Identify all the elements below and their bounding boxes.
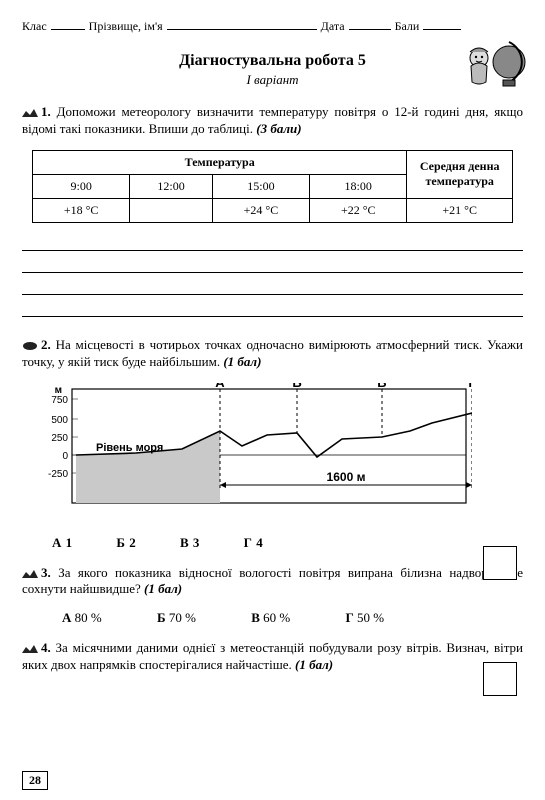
- pt-label: В: [377, 383, 386, 390]
- task-2: 2. На місцевості в чотирьох точках одноч…: [22, 337, 523, 371]
- globe-decoration-icon: [459, 36, 529, 92]
- opt[interactable]: Г 50 %: [345, 610, 410, 626]
- task2-options: А 1 Б 2 В 3 Г 4: [52, 535, 523, 551]
- opt[interactable]: В 3: [180, 535, 200, 551]
- task-num: 2.: [41, 337, 51, 352]
- score-label: Бали: [395, 19, 420, 34]
- time-cell: 12:00: [130, 174, 212, 198]
- task-points: (1 бал): [223, 354, 261, 369]
- val-cell-input[interactable]: [130, 198, 212, 222]
- task-icon: [22, 107, 38, 119]
- time-cell: 18:00: [310, 174, 407, 198]
- task3-options: А 80 % Б 70 % В 60 % Г 50 %: [62, 610, 523, 626]
- ytick: -250: [48, 469, 68, 480]
- page-title: Діагностувальна робота 5: [22, 52, 523, 70]
- th-avg-l2: температура: [425, 174, 493, 188]
- answer-lines[interactable]: [22, 233, 523, 317]
- th-avg: Середня денна температура: [407, 150, 513, 198]
- ytick: 250: [51, 433, 68, 444]
- task-text: За якого показника відносної вологості п…: [22, 565, 523, 597]
- answer-box-2[interactable]: [483, 546, 517, 580]
- name-label: Прізвище, ім'я: [89, 19, 163, 34]
- task-3: 3. За якого показника відносної вологост…: [22, 565, 523, 599]
- ytick: 500: [51, 415, 68, 426]
- val-cell: +24 °C: [212, 198, 309, 222]
- date-label: Дата: [321, 19, 345, 34]
- elevation-chart: 750 500 250 0 -250 м Рівень моря: [32, 383, 523, 527]
- opt[interactable]: Г 4: [244, 535, 264, 551]
- pt-label: А: [215, 383, 225, 390]
- title-block: Діагностувальна робота 5 І варіант: [22, 52, 523, 88]
- task-text: На місцевості в чотирьох точках одночасн…: [22, 337, 523, 369]
- dist-label: 1600 м: [327, 470, 366, 484]
- temperature-table: Температура Середня денна температура 9:…: [32, 150, 513, 223]
- ytick: 750: [51, 395, 68, 406]
- opt[interactable]: Б 2: [116, 535, 136, 551]
- task-points: (1 бал): [295, 657, 333, 672]
- header-form: Клас Прізвище, ім'я Дата Бали: [22, 18, 523, 34]
- th-temp: Температура: [33, 150, 407, 174]
- opt[interactable]: А 80 %: [62, 610, 128, 626]
- page-subtitle: І варіант: [22, 72, 523, 88]
- task-icon: [22, 340, 38, 352]
- class-label: Клас: [22, 19, 47, 34]
- answer-box-3[interactable]: [483, 662, 517, 696]
- opt[interactable]: Б 70 %: [157, 610, 222, 626]
- pt-label: Б: [292, 383, 301, 390]
- val-cell: +18 °C: [33, 198, 130, 222]
- page-number: 28: [22, 771, 48, 790]
- task-num: 4.: [41, 640, 51, 655]
- task-icon: [22, 568, 38, 580]
- task-4: 4. За місячними даними однієї з метеоста…: [22, 640, 523, 674]
- task-num: 3.: [41, 565, 51, 580]
- time-cell: 15:00: [212, 174, 309, 198]
- task-points: (1 бал): [144, 581, 182, 596]
- task-1: 1. Допоможи метеорологу визначити темпер…: [22, 104, 523, 138]
- val-cell: +22 °C: [310, 198, 407, 222]
- score-blank[interactable]: [423, 18, 461, 30]
- opt[interactable]: В 60 %: [251, 610, 316, 626]
- time-cell: 9:00: [33, 174, 130, 198]
- pt-label: Г: [468, 383, 472, 390]
- ytick: 0: [62, 451, 68, 462]
- task-text: За місячними даними однієї з метеостанці…: [22, 640, 523, 672]
- th-avg-l1: Середня денна: [420, 159, 500, 173]
- avg-cell: +21 °C: [407, 198, 513, 222]
- task-icon: [22, 643, 38, 655]
- date-blank[interactable]: [349, 18, 391, 30]
- name-blank[interactable]: [167, 18, 317, 30]
- y-title: м: [55, 385, 62, 396]
- sea-label: Рівень моря: [96, 442, 163, 454]
- class-blank[interactable]: [51, 18, 85, 30]
- task-points: (3 бали): [256, 121, 301, 136]
- opt[interactable]: А 1: [52, 535, 73, 551]
- task-num: 1.: [41, 104, 51, 119]
